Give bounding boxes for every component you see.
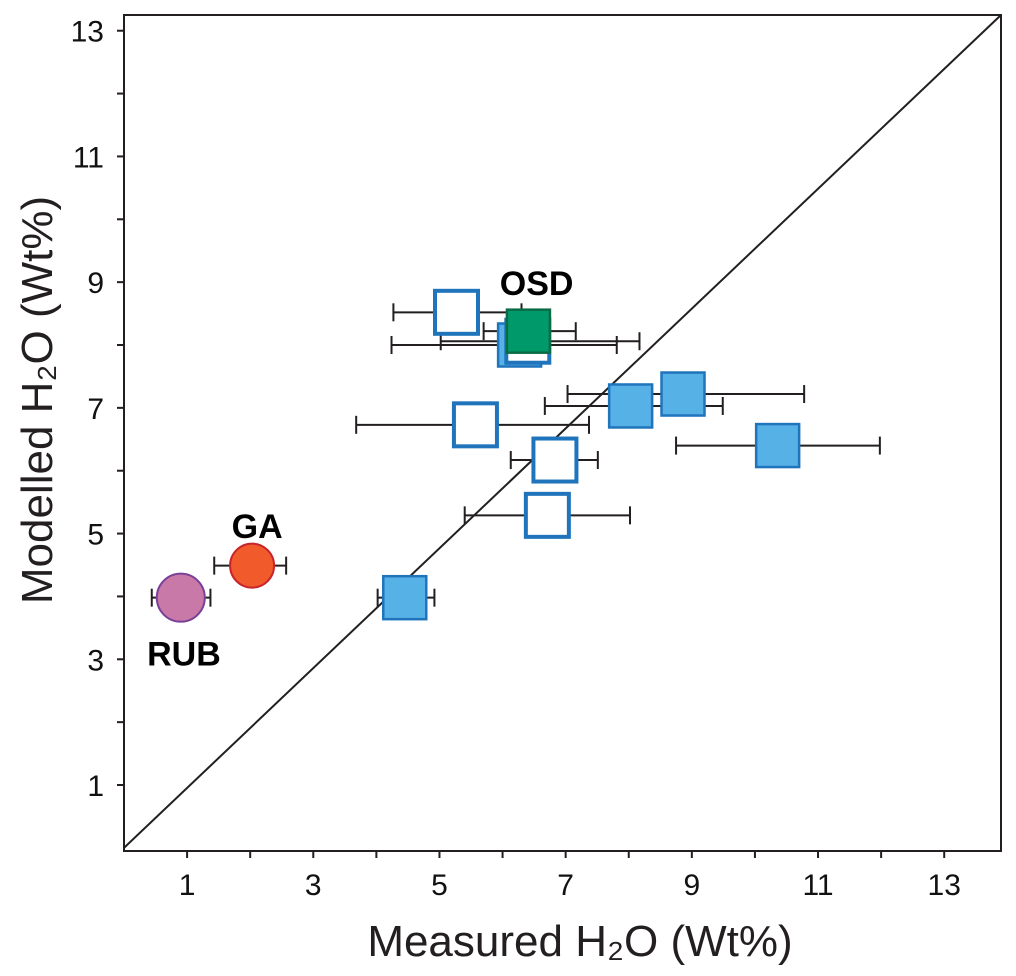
filled-square-marker — [607, 383, 654, 429]
filled-square-marker — [754, 422, 801, 469]
open-square-marker — [451, 401, 499, 449]
filled-square-marker — [382, 574, 428, 621]
x-axis-title: Measured H₂O (Wt%) — [367, 917, 792, 966]
open-square-marker — [523, 491, 571, 539]
osd-square-marker — [505, 308, 552, 354]
y-tick-label: 5 — [87, 519, 104, 552]
label-ga: GA — [232, 508, 283, 546]
one-to-one-line — [123, 14, 1002, 849]
filled-square-marker — [660, 371, 706, 417]
open-square-marker — [531, 436, 579, 484]
x-tick-label: 13 — [928, 869, 961, 902]
x-tick-label: 5 — [431, 869, 448, 902]
label-rub: RUB — [147, 636, 221, 674]
y-tick-label: 11 — [73, 141, 104, 174]
y-tick-label: 1 — [87, 770, 104, 803]
x-tick-label: 11 — [802, 869, 833, 902]
y-tick-label: 7 — [87, 393, 104, 426]
label-osd: OSD — [500, 265, 574, 303]
y-tick-label: 3 — [87, 644, 104, 677]
plot-frame — [123, 14, 1002, 852]
y-tick-label: 9 — [87, 267, 104, 300]
y-axis-title: Modelled H₂O (Wt%) — [13, 196, 62, 604]
x-tick-label: 9 — [683, 869, 700, 902]
open-square-marker — [433, 288, 481, 336]
x-tick-label: 7 — [557, 869, 574, 902]
ga-circle-marker — [229, 542, 276, 589]
rub-circle-marker — [155, 572, 206, 623]
x-tick-label: 3 — [305, 869, 322, 902]
y-tick-label: 13 — [71, 16, 104, 49]
x-tick-label: 1 — [179, 869, 196, 902]
